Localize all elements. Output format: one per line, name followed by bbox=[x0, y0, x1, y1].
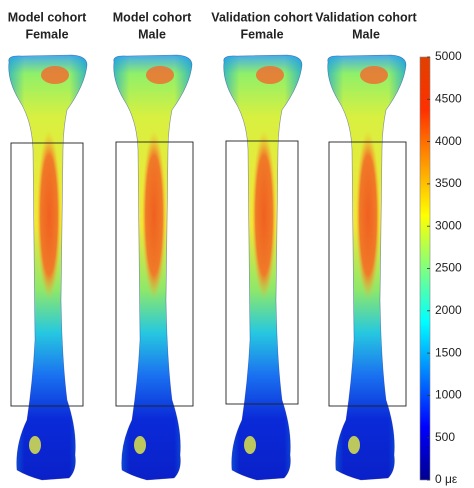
tibia-strain-map bbox=[223, 55, 302, 480]
tibia-strain-map bbox=[327, 55, 406, 480]
tibia-outline bbox=[8, 54, 88, 481]
strain-ankle bbox=[348, 436, 360, 454]
strain-ankle bbox=[134, 436, 146, 454]
tibia-outline bbox=[327, 54, 407, 481]
colorbar: 0 με 500 1000 1500 2000 2500 3000 3500 4000 4500 5… bbox=[419, 49, 462, 486]
tibia-panel: Validation cohort Male bbox=[315, 10, 418, 481]
tibia-strain-map bbox=[8, 55, 87, 480]
strain-ankle bbox=[29, 436, 41, 454]
tibia-outline bbox=[223, 54, 303, 481]
region-box bbox=[115, 141, 194, 407]
colorbar-tick-label: 4500 bbox=[435, 91, 462, 105]
panel-title: Validation cohort bbox=[211, 10, 313, 24]
colorbar-tick-label: 2500 bbox=[435, 261, 462, 275]
strain-edge bbox=[327, 55, 406, 480]
panel-title: Model cohort bbox=[8, 10, 87, 24]
colorbar-tick-label: 3000 bbox=[435, 218, 462, 232]
panel-title: Male bbox=[138, 27, 166, 41]
panel-title: Validation cohort bbox=[315, 10, 417, 24]
panel-title: Model cohort bbox=[113, 10, 192, 24]
panel-title: Female bbox=[240, 27, 283, 41]
tibia-strain-map bbox=[113, 55, 192, 480]
panel-title: Male bbox=[352, 27, 380, 41]
colorbar-tick-label: 0 με bbox=[435, 472, 458, 486]
strain-edge bbox=[113, 55, 192, 480]
tibia-panel: Model cohort Male bbox=[113, 10, 193, 481]
colorbar-tick-label: 4000 bbox=[435, 134, 462, 148]
colorbar-tick-label: 500 bbox=[435, 430, 455, 444]
panel-title: Female bbox=[25, 27, 68, 41]
strain-ankle bbox=[244, 436, 256, 454]
colorbar-tick-label: 2000 bbox=[435, 303, 462, 317]
region-box bbox=[225, 140, 299, 405]
tibia-panel: Model cohort Female bbox=[8, 10, 88, 481]
region-box bbox=[328, 141, 407, 407]
colorbar-tick-label: 1500 bbox=[435, 345, 462, 359]
tibia-outline bbox=[113, 54, 193, 481]
colorbar-tick-label: 3500 bbox=[435, 176, 462, 190]
colorbar-tick-label: 5000 bbox=[435, 49, 462, 63]
strain-edge bbox=[223, 55, 302, 480]
colorbar-tick-label: 1000 bbox=[435, 388, 462, 402]
region-box bbox=[10, 142, 84, 407]
strain-edge bbox=[8, 55, 87, 480]
